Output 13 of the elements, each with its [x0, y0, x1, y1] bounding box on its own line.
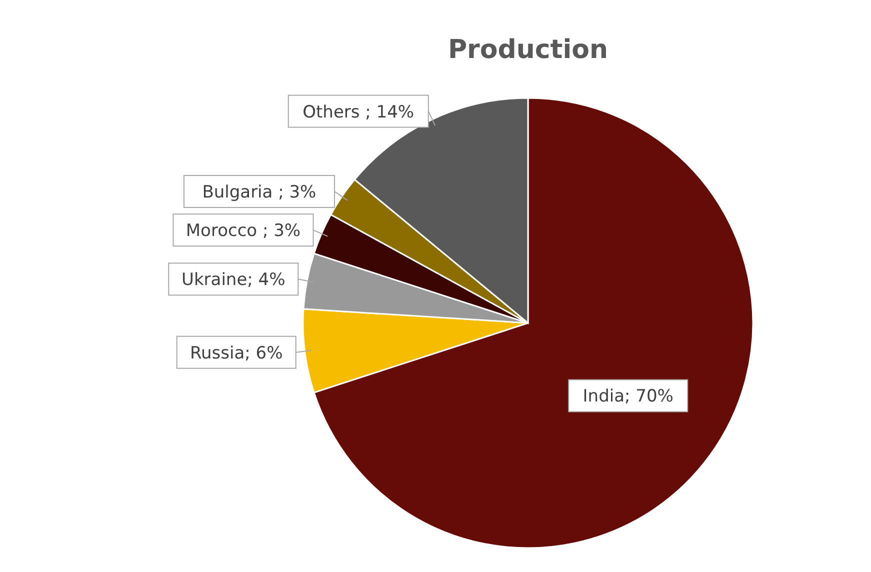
slice-label: Others [302, 102, 360, 122]
slice-label: Russia [190, 343, 245, 364]
data-label: ; 3% [257, 221, 301, 242]
slice-label: Ukraine [182, 270, 248, 290]
slice-label: Bulgaria [202, 182, 273, 202]
slice-label: India [582, 386, 625, 407]
slice-label: Morocco [186, 221, 258, 242]
data-label: ; 3% [272, 182, 316, 202]
data-label: ; 4% [247, 270, 286, 290]
data-label: ; 14% [360, 102, 414, 122]
chart-title: Production [448, 35, 608, 65]
data-label: ; 6% [244, 343, 283, 364]
data-label: ; 70% [624, 386, 674, 407]
